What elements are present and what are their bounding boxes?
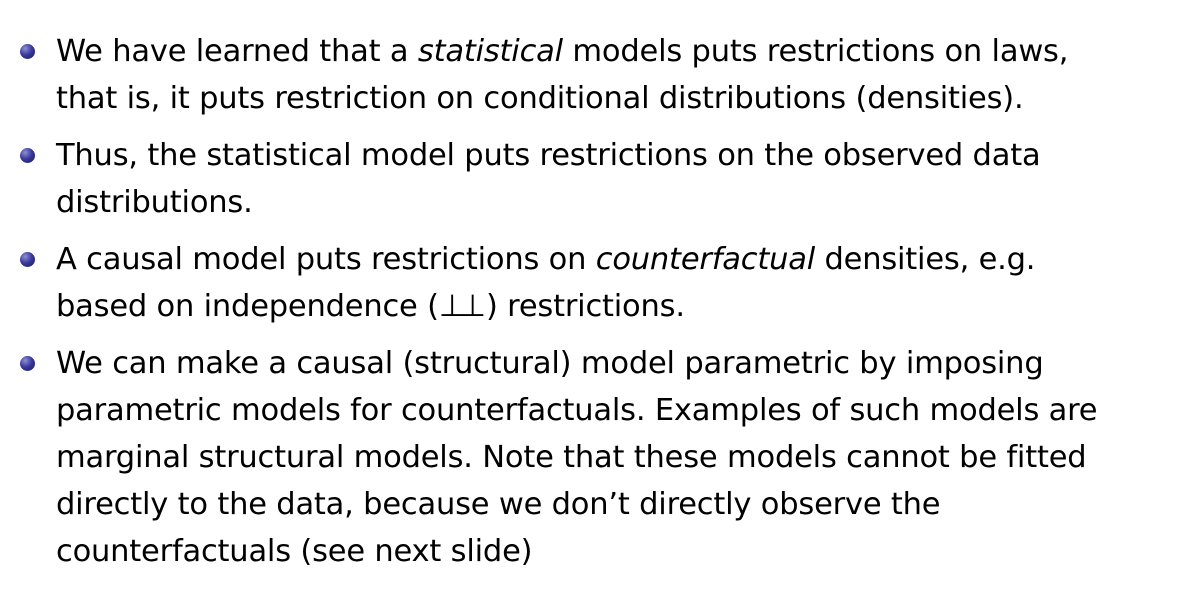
text-span: models puts restrictions on laws, xyxy=(562,34,1069,69)
text-span: densities, e.g. xyxy=(814,242,1036,277)
bullet-line: directly to the data, because we don’t d… xyxy=(56,487,941,522)
bullet-line: We can make a causal (structural) model … xyxy=(56,346,1044,381)
bullet-line: We have learned that a statistical model… xyxy=(56,28,1159,75)
bullet-list: We have learned that a statistical model… xyxy=(0,28,1179,575)
bullet-line: parametric models for counterfactuals. E… xyxy=(56,393,1098,428)
bullet-line: marginal structural models. Note that th… xyxy=(56,440,1087,475)
bullet-item-causal-model: A causal model puts restrictions on coun… xyxy=(0,236,1179,330)
bullet-marker-icon xyxy=(20,356,35,371)
bullet-item-statistical-model: We have learned that a statistical model… xyxy=(0,28,1179,122)
emphasis-text: statistical xyxy=(417,34,563,69)
text-span: based on independence ( xyxy=(56,289,439,324)
bullet-line: counterfactuals (see next slide) xyxy=(56,534,533,569)
independence-symbol: ⊥⊥ xyxy=(438,289,486,324)
bullet-item-parametric-model: We can make a causal (structural) model … xyxy=(0,340,1179,575)
bullet-line: based on independence (⊥⊥) restrictions. xyxy=(56,283,1159,330)
bullet-item-observed-data: Thus, the statistical model puts restric… xyxy=(0,132,1179,226)
bullet-marker-icon xyxy=(20,252,35,267)
bullet-marker-icon xyxy=(20,148,35,163)
bullet-marker-icon xyxy=(20,44,35,59)
text-span: A causal model puts restrictions on xyxy=(56,242,596,277)
text-span: We have learned that a xyxy=(56,34,418,69)
bullet-line: Thus, the statistical model puts restric… xyxy=(56,138,1041,173)
bullet-line: that is, it puts restriction on conditio… xyxy=(56,81,1024,116)
text-span: ) restrictions. xyxy=(485,289,685,324)
bullet-line: distributions. xyxy=(56,185,253,220)
bullet-line: A causal model puts restrictions on coun… xyxy=(56,236,1159,283)
emphasis-text: counterfactual xyxy=(595,242,815,277)
